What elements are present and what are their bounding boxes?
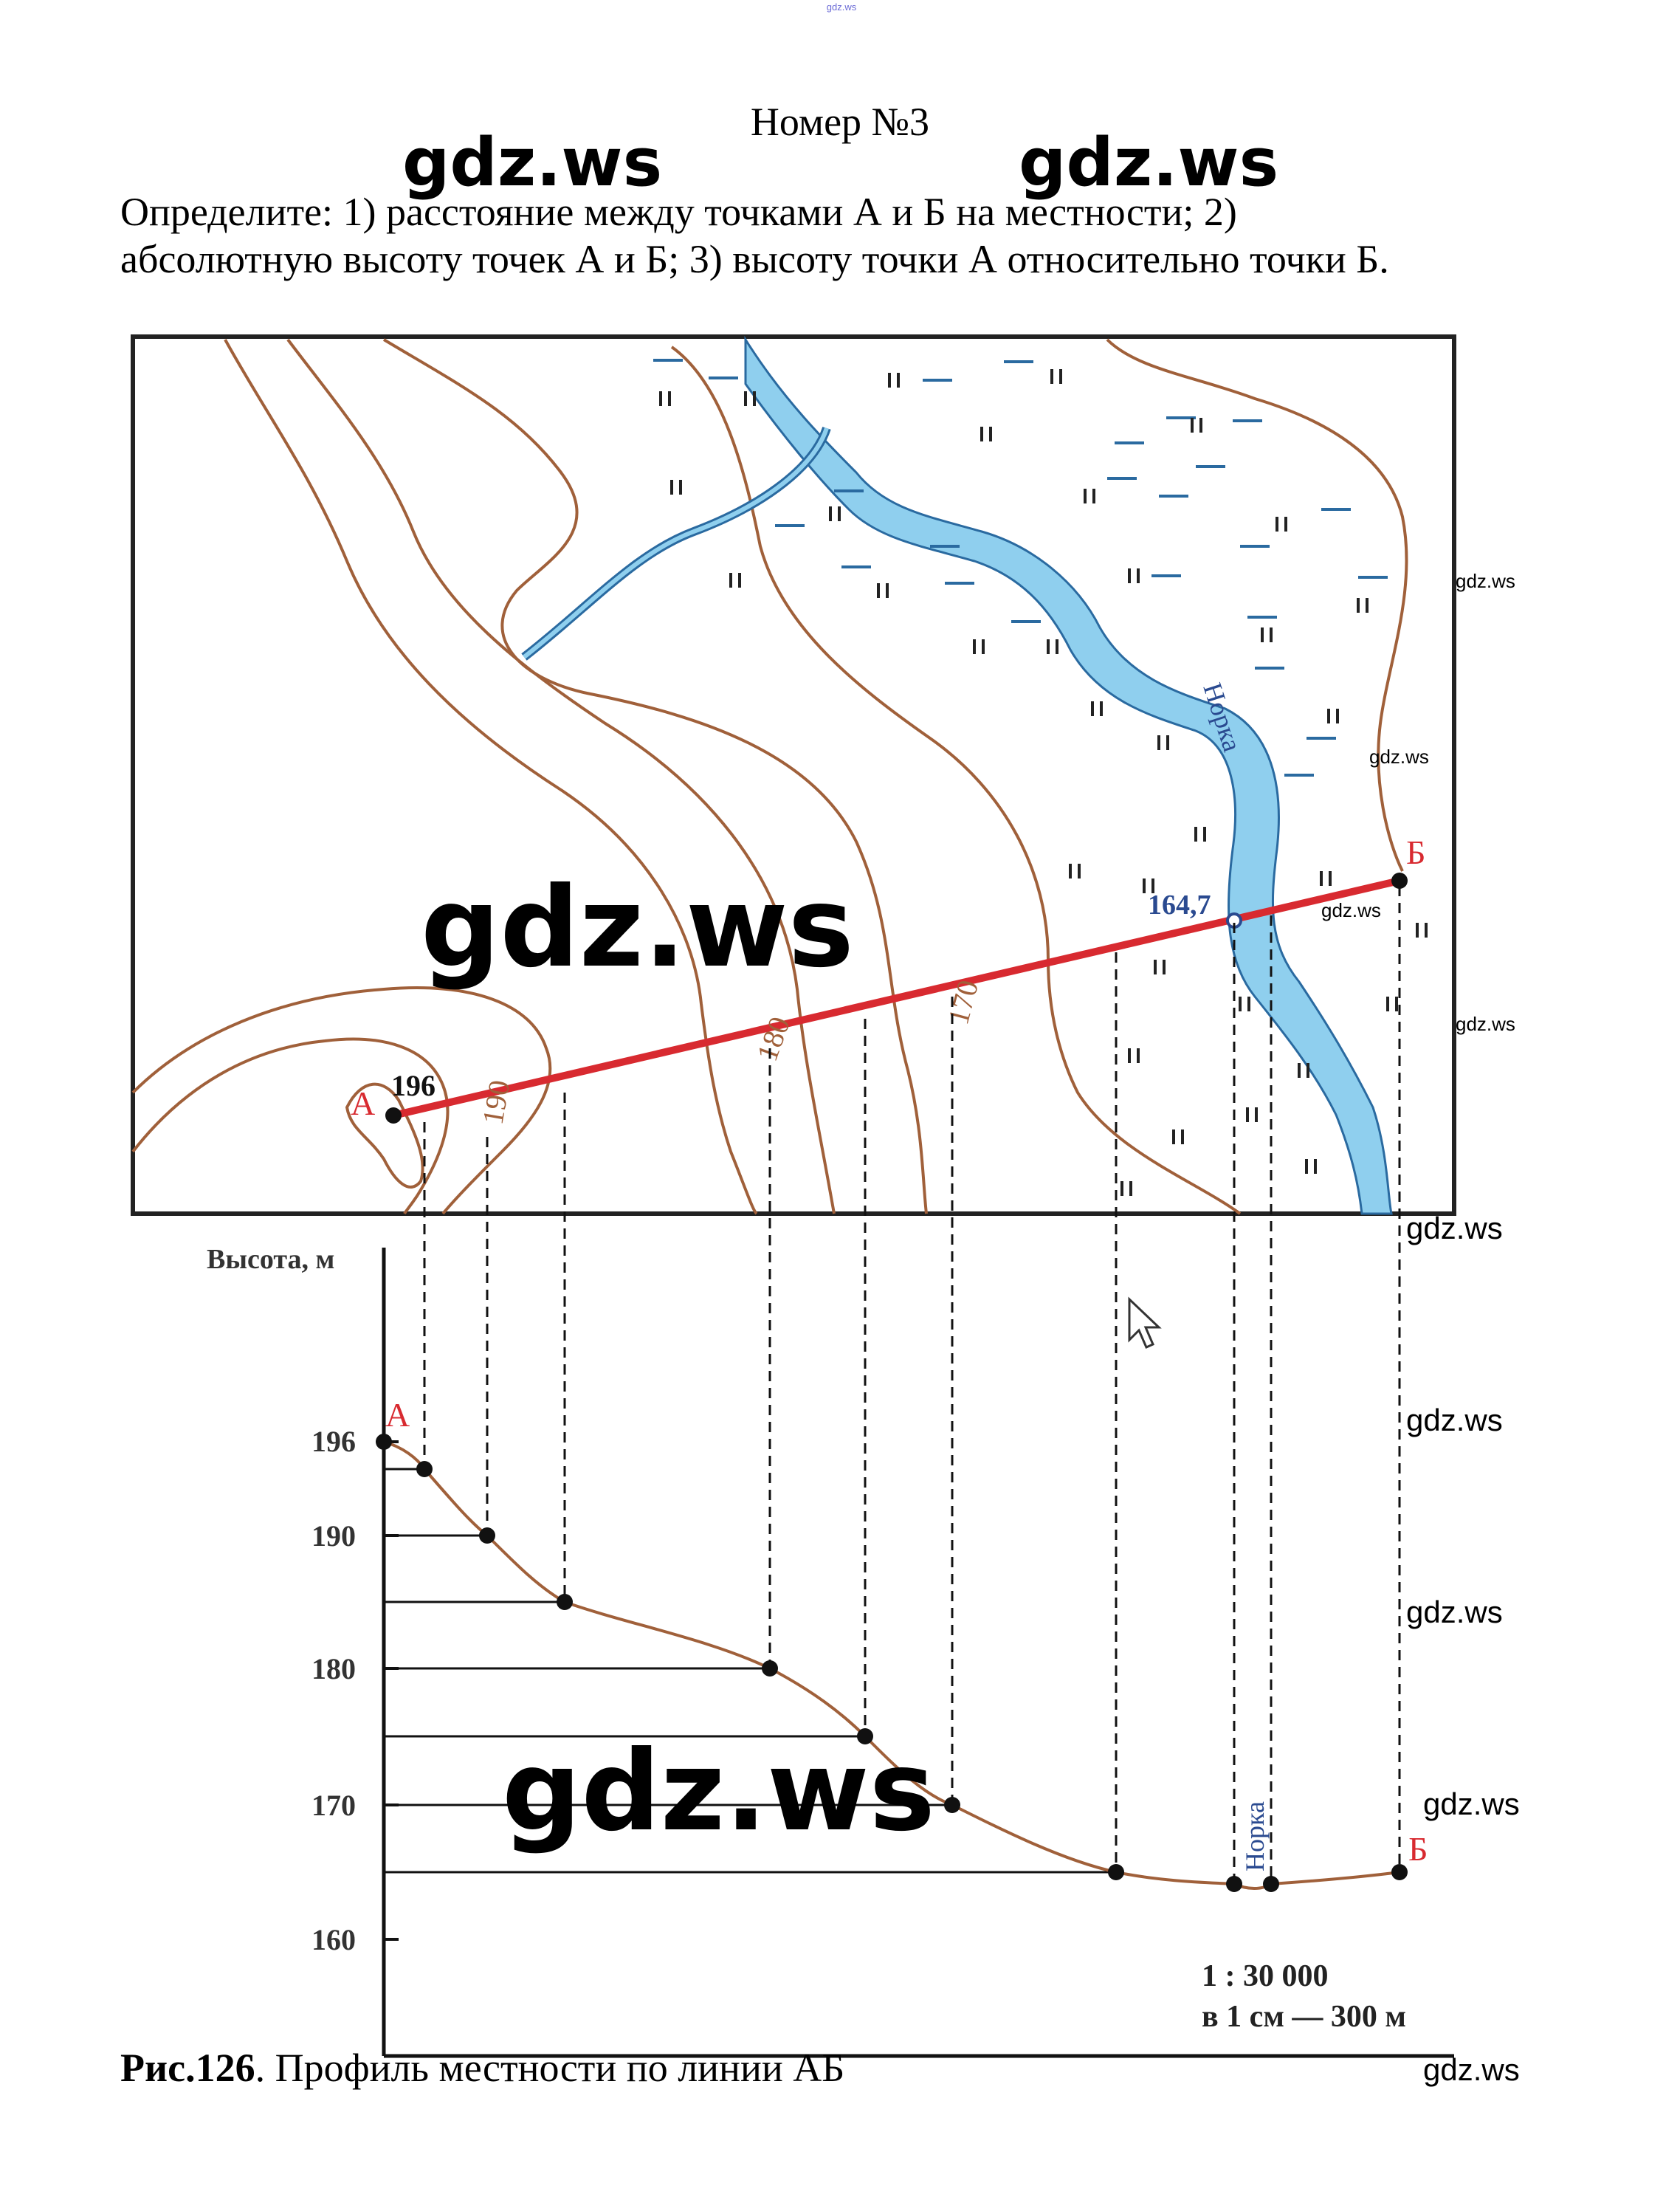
profile-tick-170: 170	[311, 1789, 356, 1822]
contour-line	[286, 338, 836, 1214]
caption-label: Рис.126	[120, 2046, 255, 2090]
contour-line	[224, 339, 758, 1215]
profile-ticks	[384, 1440, 399, 1941]
profile-label-b: Б	[1408, 1830, 1428, 1868]
contour-line	[131, 986, 552, 1215]
mouse-cursor-icon	[1128, 1296, 1162, 1349]
watermark-side-5: gdz.ws	[1406, 1211, 1503, 1245]
page-title: Номер №3	[750, 100, 930, 144]
profile-tick-180: 180	[311, 1652, 356, 1685]
profile-river-label: Норка	[1240, 1801, 1270, 1871]
profile-river-label-bg	[1242, 1775, 1267, 1871]
task-text: Определите: 1) расстояние между точками …	[120, 188, 1597, 283]
scale-text: в 1 см — 300 м	[1202, 2000, 1406, 2034]
contour-line	[670, 345, 1242, 1215]
contour-line	[345, 1082, 424, 1189]
watermark-side-8: gdz.ws	[1423, 1787, 1520, 1821]
point-a-dot	[385, 1107, 402, 1124]
marsh-dashes	[653, 359, 1388, 777]
profile-tick-190: 190	[311, 1519, 356, 1552]
figure-caption: Рис.126. Профиль местности по линии АБ	[120, 2045, 844, 2091]
watermark-side-2: gdz.ws	[1369, 746, 1429, 768]
river-norka	[744, 335, 1393, 1215]
profile-tick-196: 196	[311, 1425, 356, 1458]
map-height-a: 196	[391, 1069, 436, 1102]
profile-points	[376, 1434, 1408, 1892]
contour-line	[131, 1037, 450, 1214]
watermark-side-4: gdz.ws	[1456, 1013, 1515, 1035]
profile-tick-160: 160	[311, 1923, 356, 1956]
map-label-a: А	[351, 1084, 375, 1122]
task-line-1: Определите: 1) расстояние между точками …	[120, 190, 1237, 234]
contour-line	[1106, 338, 1408, 872]
watermark-side-6: gdz.ws	[1406, 1403, 1503, 1437]
marsh-ticks	[659, 369, 1428, 1196]
point-b-dot	[1391, 873, 1408, 889]
watermark-profile-center: gdz.ws	[502, 1727, 935, 1856]
contour-line	[382, 338, 928, 1214]
scale-ratio: 1 : 30 000	[1202, 1959, 1329, 1993]
profile-axis-title: Высота, м	[207, 1244, 334, 1275]
projection-lines	[423, 886, 1401, 1884]
map-height-river: 164,7	[1148, 890, 1211, 921]
caption-text: . Профиль местности по линии АБ	[255, 2046, 845, 2090]
watermark-side-7: gdz.ws	[1406, 1595, 1503, 1629]
task-line-2: абсолютную высоту точек А и Б; 3) высоту…	[120, 237, 1389, 281]
river-tributary-fill	[523, 427, 829, 659]
watermark-side-1: gdz.ws	[1456, 570, 1515, 592]
watermark-side-3: gdz.ws	[1321, 899, 1381, 921]
watermark-side-9: gdz.ws	[1423, 2052, 1520, 2087]
map-label-b: Б	[1406, 833, 1425, 871]
tiny-watermark: gdz.ws	[826, 1, 857, 13]
watermark-map-center: gdz.ws	[421, 864, 854, 992]
profile-gridlines	[384, 1468, 1116, 1874]
watermark-top-right: gdz.ws	[1019, 124, 1279, 202]
watermark-top-left: gdz.ws	[402, 124, 663, 202]
contour-lines	[131, 338, 1408, 1215]
profile-label-a: А	[385, 1396, 410, 1434]
contour-label-190: 190	[476, 1078, 517, 1127]
